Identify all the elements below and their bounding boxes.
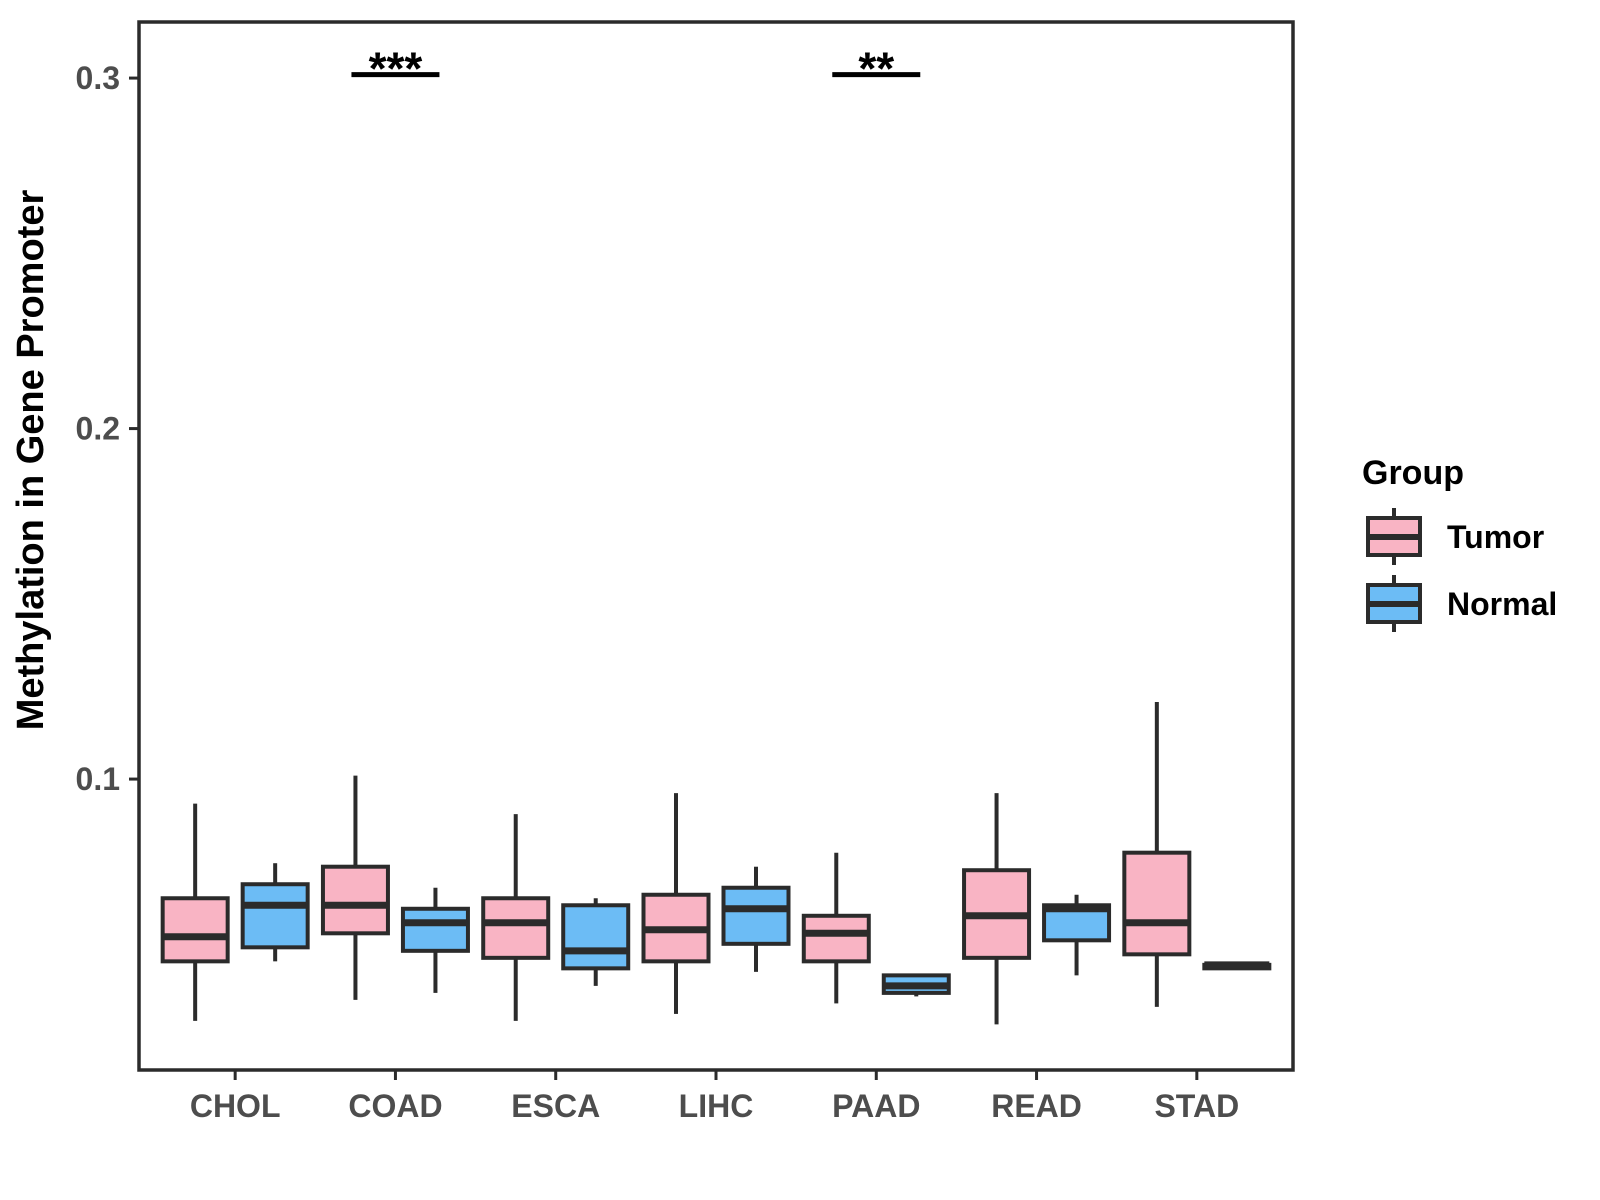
- box-tumor-COAD: [320, 775, 390, 1000]
- iqr-box: [561, 903, 631, 971]
- legend-label-tumor: Tumor: [1447, 519, 1544, 555]
- box-normal-CHOL: [240, 863, 310, 962]
- x-tick-label-COAD: COAD: [348, 1088, 442, 1124]
- box-normal-ESCA: [561, 898, 631, 986]
- box-tumor-CHOL: [160, 803, 230, 1021]
- x-tick-label-CHOL: CHOL: [190, 1088, 281, 1124]
- x-tick-label-LIHC: LIHC: [679, 1088, 754, 1124]
- box-normal-PAAD: [881, 973, 951, 997]
- box-tumor-ESCA: [481, 814, 551, 1021]
- legend-key-normal: Normal: [1366, 575, 1557, 632]
- legend-label-normal: Normal: [1447, 586, 1557, 622]
- y-axis-title: Methylation in Gene Promoter: [10, 190, 52, 731]
- significance-stars: **: [858, 43, 894, 95]
- legend-title: Group: [1362, 454, 1464, 492]
- x-tick-label-ESCA: ESCA: [511, 1088, 600, 1124]
- box-normal-COAD: [400, 887, 470, 993]
- legend-key-tumor: Tumor: [1366, 508, 1544, 565]
- iqr-box: [801, 913, 871, 964]
- y-tick-label: 0.1: [76, 761, 120, 797]
- box-normal-READ: [1042, 894, 1112, 976]
- box-tumor-LIHC: [641, 793, 711, 1014]
- panel-background: [139, 22, 1293, 1070]
- iqr-box: [721, 885, 791, 946]
- iqr-box: [160, 896, 230, 964]
- box-tumor-PAAD: [801, 852, 871, 1004]
- iqr-box: [240, 882, 310, 950]
- x-tick-label-PAAD: PAAD: [832, 1088, 920, 1124]
- y-tick-label: 0.2: [76, 411, 120, 447]
- significance-COAD: ***: [351, 43, 440, 95]
- box-tumor-STAD: [1122, 701, 1192, 1007]
- iqr-box: [400, 906, 470, 953]
- box-tumor-READ: [962, 793, 1032, 1025]
- legend: Tumor Normal: [1366, 508, 1557, 632]
- iqr-box: [481, 896, 551, 960]
- box-normal-LIHC: [721, 866, 791, 972]
- significance-PAAD: **: [832, 43, 921, 95]
- x-tick-label-STAD: STAD: [1154, 1088, 1239, 1124]
- iqr-box: [1122, 850, 1192, 957]
- y-tick-label: 0.3: [76, 60, 120, 96]
- significance-stars: ***: [369, 43, 423, 95]
- x-tick-label-READ: READ: [991, 1088, 1082, 1124]
- iqr-box: [320, 864, 390, 936]
- box-normal-STAD: [1202, 961, 1272, 971]
